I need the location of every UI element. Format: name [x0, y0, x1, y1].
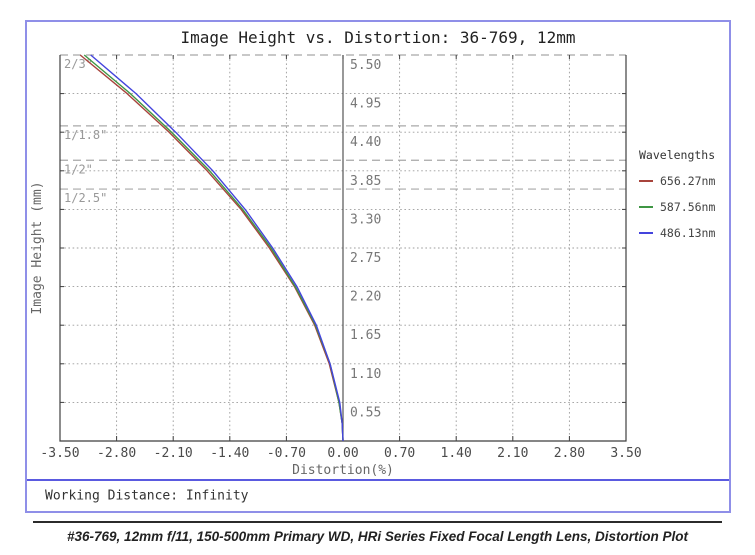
- sensor-format-lines: 2/3" 1/1.8" 1/2" 1/2.5": [60, 54, 626, 205]
- svg-text:Image Height (mm): Image Height (mm): [30, 181, 45, 314]
- blue-line-swatch-icon: [639, 232, 653, 234]
- svg-text:-2.10: -2.10: [154, 446, 193, 461]
- chart-title: Image Height vs. Distortion: 36-769, 12m…: [180, 28, 576, 47]
- legend-item: 587.56nm: [639, 200, 715, 214]
- svg-text:2.75: 2.75: [350, 251, 381, 266]
- y-tick-labels: 0.55 1.10 1.65 2.20 2.75 3.30 3.85 4.40 4.95 5.50: [350, 58, 381, 420]
- figure-caption: #36-769, 12mm f/11, 150-500mm Primary WD…: [67, 529, 688, 544]
- svg-text:3.85: 3.85: [350, 174, 381, 189]
- x-tick-labels: -3.50 -2.80 -2.10 -1.40 -0.70 0.00 0.70 1.40 2.1…: [40, 446, 641, 461]
- svg-text:1/2": 1/2": [64, 162, 93, 176]
- svg-text:-0.70: -0.70: [267, 446, 306, 461]
- svg-text:2.10: 2.10: [497, 446, 528, 461]
- svg-text:-3.50: -3.50: [40, 446, 79, 461]
- svg-text:0.00: 0.00: [327, 446, 358, 461]
- svg-text:1.40: 1.40: [441, 446, 472, 461]
- svg-text:1/2.5": 1/2.5": [64, 191, 107, 205]
- svg-text:3.30: 3.30: [350, 212, 381, 227]
- green-line-swatch-icon: [639, 206, 653, 208]
- svg-text:4.95: 4.95: [350, 97, 381, 112]
- svg-text:0.70: 0.70: [384, 446, 415, 461]
- svg-text:2/3": 2/3": [64, 57, 93, 71]
- svg-text:2.20: 2.20: [350, 290, 381, 305]
- working-distance-panel: Working Distance: Infinity: [27, 479, 729, 511]
- legend-title: Wavelengths: [639, 148, 716, 162]
- svg-text:3.50: 3.50: [610, 446, 641, 461]
- y-axis-label: Image Height (mm): [30, 181, 45, 314]
- series-curves: [79, 54, 344, 442]
- red-line-swatch-icon: [639, 180, 653, 182]
- legend: Wavelengths 656.27nm 587.56nm 486.13nm: [639, 148, 715, 240]
- svg-text:1.10: 1.10: [350, 367, 381, 382]
- svg-text:5.50: 5.50: [350, 58, 381, 73]
- svg-text:0.55: 0.55: [350, 405, 381, 420]
- distortion-plot-figure: Image Height vs. Distortion: 36-769, 12m…: [25, 20, 731, 513]
- x-axis-label: Distortion(%): [292, 463, 394, 478]
- legend-item: 656.27nm: [639, 174, 715, 188]
- svg-text:1.65: 1.65: [350, 328, 381, 343]
- svg-text:-2.80: -2.80: [97, 446, 136, 461]
- curve-486.13nm: [90, 54, 344, 442]
- svg-text:-1.40: -1.40: [210, 446, 249, 461]
- working-distance-text: Working Distance: Infinity: [45, 488, 249, 504]
- legend-label: 656.27nm: [660, 174, 716, 188]
- svg-text:2.80: 2.80: [554, 446, 585, 461]
- legend-label: 486.13nm: [660, 226, 716, 240]
- legend-label: 587.56nm: [660, 200, 716, 214]
- svg-text:4.40: 4.40: [350, 135, 381, 150]
- svg-text:1/1.8": 1/1.8": [64, 128, 107, 142]
- caption-divider: [33, 521, 722, 523]
- distortion-chart: 2/3" 1/1.8" 1/2" 1/2.5" 0.55 1.10 1.65 2.20 2.75…: [30, 54, 642, 478]
- svg-text:Distortion(%): Distortion(%): [292, 463, 394, 478]
- legend-item: 486.13nm: [639, 226, 715, 240]
